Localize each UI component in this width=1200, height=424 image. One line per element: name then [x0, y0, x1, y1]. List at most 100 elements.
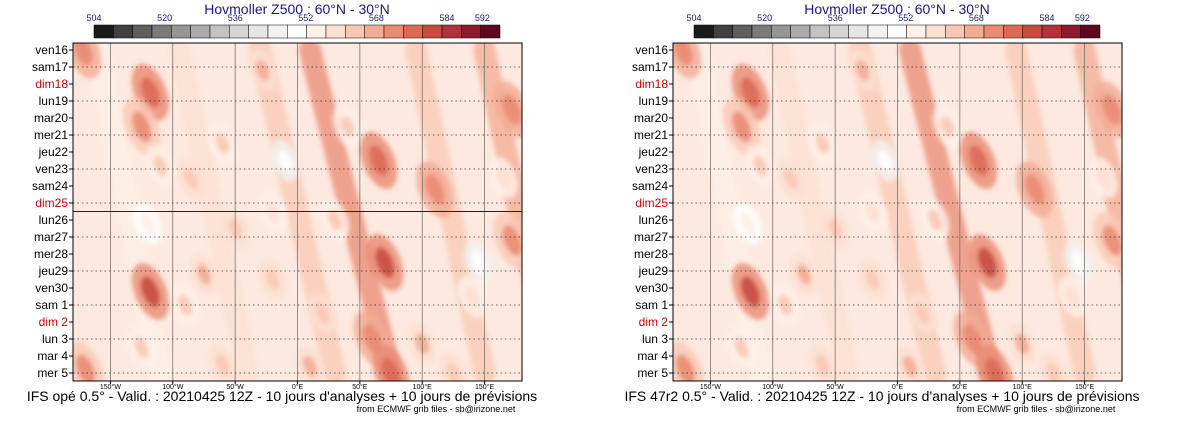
- colorbar-swatch: [887, 24, 907, 39]
- colorbar-swatch: [1080, 24, 1101, 39]
- y-tick-label: lun 3: [642, 332, 668, 346]
- field-core: [140, 212, 155, 234]
- colorbar-swatch: [945, 24, 965, 39]
- y-tick-label: mer21: [34, 128, 68, 142]
- field-core: [977, 247, 997, 278]
- colorbar-swatch: [867, 24, 888, 39]
- colorbar-swatch: [364, 24, 385, 39]
- field-core: [1102, 94, 1122, 125]
- y-tick-label: sam17: [32, 60, 68, 74]
- field-streak: [768, 43, 859, 381]
- field-core: [855, 59, 870, 81]
- field-core: [1071, 252, 1086, 273]
- colorbar-swatch: [751, 24, 772, 39]
- colorbar: 504 520 536 552 568 584 592: [686, 13, 1101, 39]
- field-core: [425, 174, 445, 205]
- y-tick-label: sam24: [632, 179, 668, 193]
- colorbar-tick-label: 536: [828, 13, 843, 23]
- colorbar-tick-label: 592: [1075, 13, 1090, 23]
- field-core: [1025, 174, 1045, 205]
- x-tick-label: 50°W: [827, 383, 845, 391]
- chart-title: Hovmoller Z500 : 60°N - 30°N: [804, 1, 990, 17]
- y-tick-label: jeu22: [638, 145, 669, 159]
- field-core: [327, 209, 342, 231]
- feature-layer: [73, 43, 522, 381]
- colorbar-tick-label: 584: [440, 13, 455, 23]
- chart-source: from ECMWF grib files - sb@irizone.net: [357, 404, 516, 414]
- field-core: [1046, 362, 1061, 381]
- field-core: [502, 94, 522, 125]
- field-core: [73, 43, 93, 66]
- field-core: [740, 77, 760, 108]
- y-tick-label: ven30: [35, 281, 68, 295]
- field-core: [927, 209, 942, 231]
- y-tick-label: lun 3: [42, 332, 68, 346]
- colorbar-swatch: [480, 24, 501, 39]
- field-core: [940, 116, 955, 137]
- colorbar-tick-label: 584: [1040, 13, 1055, 23]
- y-tick-label: lun26: [39, 213, 69, 227]
- y-tick-label: jeu29: [638, 264, 669, 278]
- y-tick-label: dim 2: [39, 315, 69, 329]
- colorbar-tick-label: 504: [86, 13, 101, 23]
- field-core: [740, 276, 760, 307]
- x-tick-label: 50°E: [952, 383, 968, 391]
- colorbar-tick-label: 592: [475, 13, 490, 23]
- hovmoller-panel-ifs-ope: Hovmoller Z500 : 60°N - 30°N 504 520 536 552…: [27, 1, 537, 414]
- field-core: [797, 263, 811, 285]
- y-tick-label: lun19: [639, 94, 669, 108]
- field-core: [265, 269, 280, 290]
- colorbar-swatch: [771, 24, 791, 39]
- field-core: [340, 116, 355, 137]
- colorbar-tick-label: 520: [157, 13, 172, 23]
- colorbar-tick-label: 568: [369, 13, 384, 23]
- colorbar-swatch: [461, 24, 481, 39]
- colorbar-swatch: [287, 24, 307, 39]
- y-tick-label: ven16: [635, 43, 668, 57]
- field-core: [815, 133, 830, 154]
- field-core: [178, 294, 193, 316]
- field-core: [75, 354, 96, 381]
- x-tick-label: 50°W: [227, 383, 245, 391]
- y-tick-label: jeu29: [38, 264, 69, 278]
- x-tick-label: 100°E: [1013, 383, 1032, 391]
- colorbar-swatch: [171, 24, 191, 39]
- field-core: [471, 252, 486, 273]
- y-tick-label: lun19: [39, 94, 69, 108]
- colorbar-swatch: [906, 24, 927, 39]
- chart-caption: IFS 47r2 0.5° - Valid. : 20210425 12Z - …: [624, 388, 1139, 404]
- colorbar-swatch: [306, 24, 327, 39]
- field-core: [215, 354, 230, 375]
- colorbar-swatch: [964, 24, 985, 39]
- field-core: [915, 303, 930, 324]
- chart-source: from ECMWF grib files - sb@irizone.net: [957, 404, 1116, 414]
- colorbar-swatch: [925, 24, 946, 39]
- feature-layer: [673, 43, 1122, 381]
- field-core: [446, 362, 461, 381]
- colorbar-tick-label: 504: [686, 13, 701, 23]
- y-tick-label: sam24: [32, 179, 68, 193]
- field-core: [140, 77, 160, 108]
- y-tick-label: mar20: [634, 111, 668, 125]
- field-core: [784, 168, 799, 190]
- y-tick-label: dim25: [635, 196, 668, 210]
- field-core: [375, 247, 395, 278]
- field-core: [496, 167, 511, 188]
- field-core: [465, 286, 480, 307]
- x-tick-label: 100°W: [762, 383, 783, 391]
- field-core: [1096, 167, 1111, 188]
- y-tick-label: dim25: [35, 196, 68, 210]
- colorbar-swatch: [209, 24, 230, 39]
- field-core: [1065, 286, 1080, 307]
- colorbar: 504 520 536 552 568 584 592: [86, 13, 501, 39]
- y-tick-label: mer 5: [637, 366, 668, 380]
- field-core: [865, 269, 880, 290]
- colorbar-swatch: [383, 24, 404, 39]
- colorbar-tick-label: 552: [898, 13, 913, 23]
- hovmoller-chart-ifs-ope: Hovmoller Z500 : 60°N - 30°N 504 520 536 552…: [27, 1, 537, 414]
- colorbar-swatch: [190, 24, 211, 39]
- colorbar-swatch: [132, 24, 153, 39]
- colorbar-tick-label: 552: [298, 13, 313, 23]
- colorbar-swatch: [267, 24, 288, 39]
- y-tick-label: ven16: [35, 43, 68, 57]
